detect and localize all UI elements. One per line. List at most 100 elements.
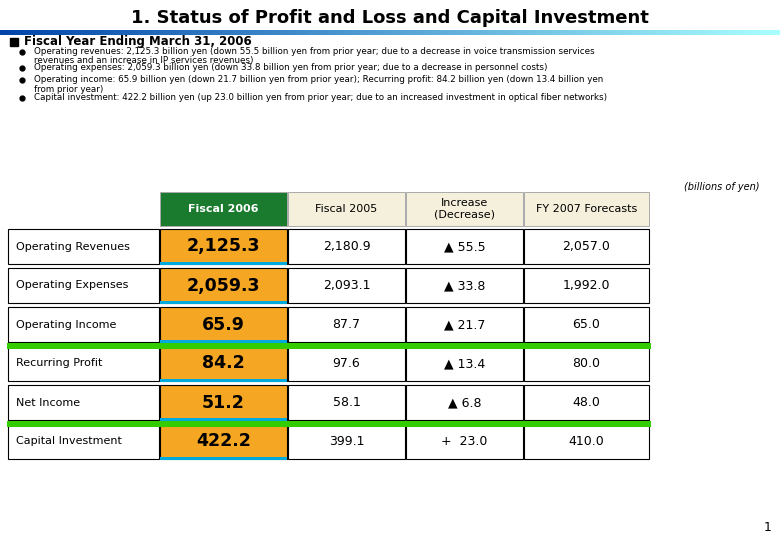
Bar xyxy=(252,30,255,35)
Bar xyxy=(502,30,505,35)
Bar xyxy=(470,30,473,35)
Bar xyxy=(208,30,211,35)
Bar xyxy=(260,30,263,35)
Bar xyxy=(8,424,159,459)
Bar xyxy=(520,30,523,35)
Text: ▲ 13.4: ▲ 13.4 xyxy=(444,357,485,370)
Bar xyxy=(177,30,180,35)
Bar xyxy=(681,30,684,35)
Bar xyxy=(312,30,315,35)
Bar xyxy=(447,30,450,35)
Bar xyxy=(203,30,206,35)
Bar xyxy=(135,30,138,35)
Bar xyxy=(200,30,204,35)
Bar xyxy=(515,30,518,35)
Text: Operating Income: Operating Income xyxy=(16,320,116,329)
Bar xyxy=(304,30,307,35)
Bar xyxy=(421,30,424,35)
Bar xyxy=(382,30,385,35)
Bar xyxy=(538,30,541,35)
Bar xyxy=(585,30,588,35)
Bar xyxy=(107,30,110,35)
Bar xyxy=(160,424,287,459)
Bar xyxy=(119,30,122,35)
Bar xyxy=(5,30,9,35)
Bar xyxy=(160,192,287,226)
Text: Net Income: Net Income xyxy=(16,397,80,408)
Bar xyxy=(505,30,508,35)
Text: Operating revenues: 2,125.3 billion yen (down 55.5 billion yen from prior year; : Operating revenues: 2,125.3 billion yen … xyxy=(34,48,594,57)
Bar xyxy=(160,418,287,421)
Bar xyxy=(668,30,672,35)
Bar xyxy=(673,30,676,35)
Bar xyxy=(772,30,775,35)
Bar xyxy=(546,30,549,35)
Bar xyxy=(431,30,434,35)
Bar xyxy=(314,30,317,35)
Bar xyxy=(288,268,405,303)
Bar xyxy=(205,30,208,35)
Bar xyxy=(37,30,40,35)
Bar xyxy=(614,30,617,35)
Bar xyxy=(392,30,395,35)
Bar xyxy=(385,30,388,35)
Bar xyxy=(733,30,736,35)
Bar xyxy=(439,30,442,35)
Bar xyxy=(661,30,664,35)
Bar xyxy=(468,30,471,35)
Bar xyxy=(160,301,287,304)
Bar xyxy=(160,268,287,303)
Bar xyxy=(13,30,16,35)
Bar xyxy=(158,30,161,35)
Bar xyxy=(130,30,133,35)
Bar xyxy=(160,379,287,382)
Bar xyxy=(395,30,399,35)
Bar xyxy=(169,30,172,35)
Bar xyxy=(749,30,752,35)
Bar xyxy=(601,30,604,35)
Bar xyxy=(700,30,703,35)
Bar xyxy=(406,192,523,226)
Text: revenues and an increase in IP services revenues): revenues and an increase in IP services … xyxy=(34,57,254,65)
Bar xyxy=(736,30,739,35)
Bar xyxy=(343,30,346,35)
Bar xyxy=(190,30,193,35)
Bar xyxy=(239,30,243,35)
Bar xyxy=(8,346,159,381)
Bar xyxy=(679,30,682,35)
Bar xyxy=(8,229,159,264)
Bar xyxy=(671,30,674,35)
Bar xyxy=(583,30,586,35)
Bar xyxy=(567,30,570,35)
Text: 2,059.3: 2,059.3 xyxy=(186,276,261,294)
Text: Fiscal 2006: Fiscal 2006 xyxy=(188,204,259,214)
Bar xyxy=(408,30,411,35)
Bar xyxy=(702,30,705,35)
Bar xyxy=(62,30,66,35)
Bar xyxy=(548,30,551,35)
Bar xyxy=(572,30,575,35)
Bar xyxy=(341,30,344,35)
Bar xyxy=(525,30,528,35)
Bar xyxy=(424,30,427,35)
Bar xyxy=(70,30,73,35)
Bar xyxy=(491,30,495,35)
Bar xyxy=(281,30,284,35)
Bar xyxy=(437,30,440,35)
Bar xyxy=(117,30,120,35)
Bar xyxy=(689,30,692,35)
Text: Operating Revenues: Operating Revenues xyxy=(16,241,130,252)
Bar xyxy=(704,30,707,35)
Bar xyxy=(400,30,403,35)
Bar xyxy=(650,30,653,35)
Bar xyxy=(544,30,547,35)
Bar xyxy=(524,307,649,342)
Bar xyxy=(197,30,200,35)
Bar xyxy=(161,30,165,35)
Bar xyxy=(320,30,323,35)
Bar xyxy=(47,30,50,35)
Bar xyxy=(715,30,718,35)
Bar xyxy=(55,30,58,35)
Bar xyxy=(232,30,235,35)
Bar xyxy=(427,30,430,35)
